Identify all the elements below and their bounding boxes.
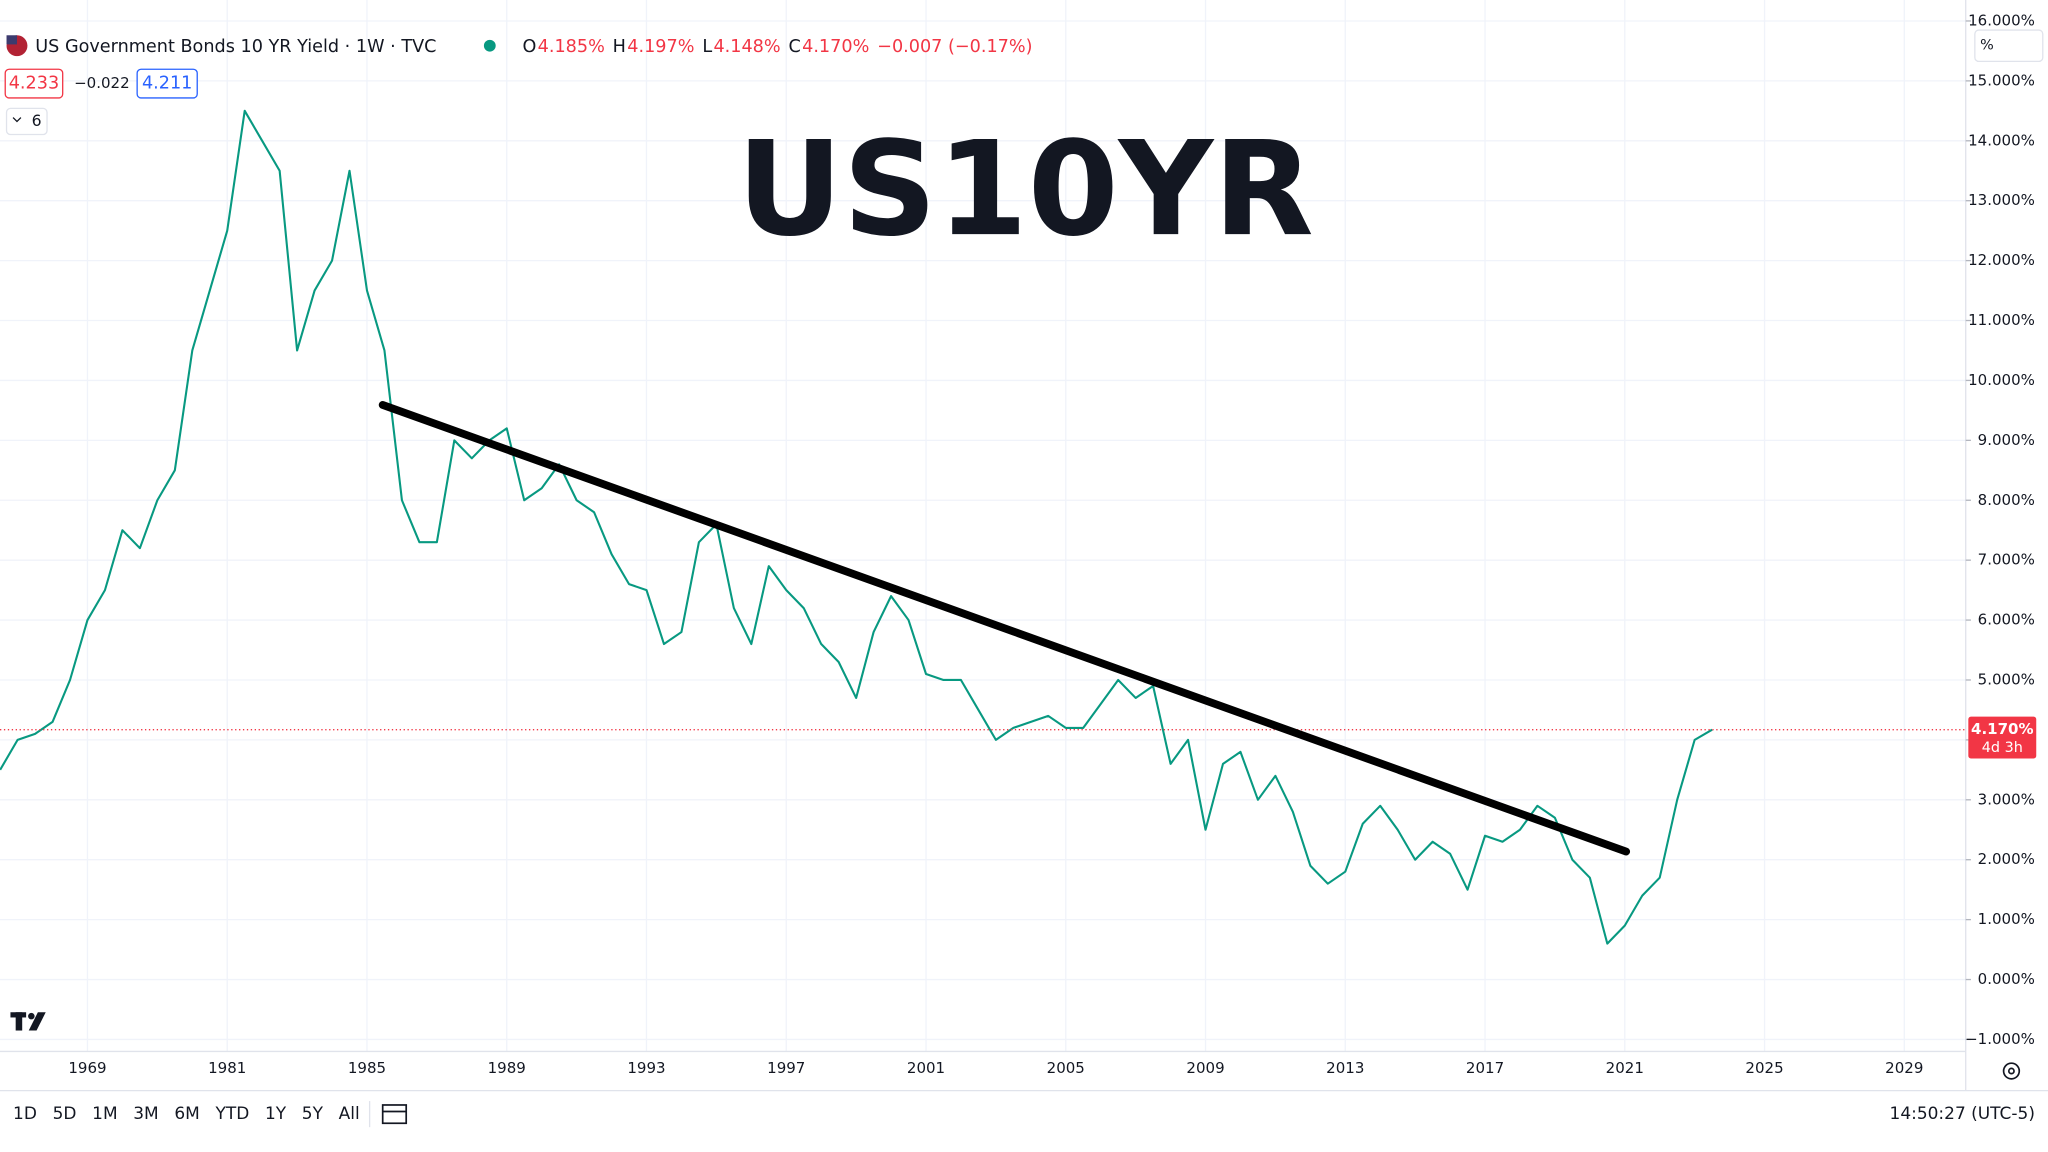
- bid-box[interactable]: [4, 68, 64, 99]
- x-tick-label: 1989: [488, 1059, 526, 1077]
- marks: [0, 109, 1966, 945]
- timeframe-button[interactable]: All: [339, 1104, 360, 1124]
- timeframe-button[interactable]: 3M: [133, 1104, 158, 1124]
- countdown: 4d 3h: [1982, 740, 2023, 756]
- ask: 4.211: [142, 74, 192, 94]
- y-tick-label: 13.000%: [1968, 191, 2035, 209]
- x-tick-label: 2009: [1186, 1059, 1224, 1077]
- x-tick-label: 1969: [68, 1059, 106, 1077]
- y-tick-label: 10.000%: [1968, 371, 2035, 389]
- timeframe-button[interactable]: 1M: [92, 1104, 117, 1124]
- ask-box[interactable]: [136, 68, 198, 99]
- y-tick-label: 5.000%: [1978, 670, 2035, 688]
- scale-mode-button[interactable]: [1974, 29, 2044, 63]
- indicators-toggle[interactable]: [5, 107, 48, 136]
- settings-icon[interactable]: [2002, 1062, 2021, 1080]
- x-tick-label: 2021: [1606, 1059, 1644, 1077]
- timeframe-button[interactable]: 6M: [174, 1104, 199, 1124]
- y-tick-label: 15.000%: [1968, 71, 2035, 89]
- y-tick-label: 11.000%: [1968, 311, 2035, 329]
- x-tick-label: 1985: [348, 1059, 386, 1077]
- timeframe-button[interactable]: YTD: [214, 1104, 249, 1124]
- timeframe-button[interactable]: 1D: [13, 1104, 37, 1124]
- trend-line[interactable]: [378, 400, 1631, 856]
- ohlc-value: 4.148%: [713, 37, 780, 57]
- y-tick-label: −1.000%: [1965, 1030, 2035, 1048]
- x-tick-label: 2013: [1326, 1059, 1364, 1077]
- x-tick-label: 2025: [1745, 1059, 1783, 1077]
- ohlc-key: C: [789, 37, 801, 57]
- y-tick-label: 16.000%: [1968, 11, 2035, 29]
- grid: [0, 0, 1966, 1052]
- scale-mode: %: [1980, 38, 1994, 54]
- series-line: [0, 109, 1713, 945]
- x-tick-label: 2001: [907, 1059, 945, 1077]
- timeframe-bar: 1D 5D 1M 3M 6M YTD 1Y 5Y All: [13, 1104, 360, 1124]
- x-tick-label: 2029: [1885, 1059, 1923, 1077]
- x-tick-label: 1981: [208, 1059, 246, 1077]
- ohlc-key: H: [613, 37, 626, 57]
- y-tick-label: 0.000%: [1978, 970, 2035, 988]
- y-tick-label: 7.000%: [1978, 551, 2035, 569]
- last-price-label: 4.170%: [1971, 720, 2034, 738]
- ohlc-value: 4.170%: [802, 37, 869, 57]
- timeframe-button[interactable]: 1Y: [265, 1104, 287, 1124]
- y-tick-label: 8.000%: [1978, 491, 2035, 509]
- timeframe-button[interactable]: 5Y: [302, 1104, 324, 1124]
- symbol-title: US Government Bonds 10 YR Yield · 1W · T…: [35, 37, 436, 57]
- y-tick-label: 9.000%: [1978, 431, 2035, 449]
- y-tick-label: 2.000%: [1978, 850, 2035, 868]
- flag-icon: [6, 35, 28, 57]
- x-tick-label: 2017: [1466, 1059, 1504, 1077]
- ohlc-value: 4.185%: [538, 37, 605, 57]
- x-tick-label: 2005: [1047, 1059, 1085, 1077]
- market-status: [483, 39, 496, 52]
- y-tick-label: 1.000%: [1978, 910, 2035, 928]
- compare-icon[interactable]: [381, 1104, 408, 1125]
- chevron: [12, 117, 22, 123]
- y-tick-label: 6.000%: [1978, 611, 2035, 629]
- overlay-title: US10YR: [737, 113, 1314, 265]
- timeframe-button[interactable]: 5D: [53, 1104, 77, 1124]
- ohlc-key: L: [702, 37, 712, 57]
- y-tick-label: 12.000%: [1968, 251, 2035, 269]
- bid: 4.233: [9, 74, 59, 94]
- x-tick-label: 1997: [767, 1059, 805, 1077]
- ohlc-legend: O 4.185% H 4.197% L 4.148% C 4.170%: [522, 37, 869, 57]
- ohlc-key: O: [522, 37, 536, 57]
- x-tick-label: 1993: [627, 1059, 665, 1077]
- clock: 14:50:27 (UTC-5): [1890, 1104, 2035, 1124]
- last-price-box: [1968, 716, 2037, 759]
- spread: −0.022: [74, 74, 130, 92]
- indicators-count: 6: [32, 111, 42, 130]
- y-tick-label: 3.000%: [1978, 790, 2035, 808]
- y-tick-label: 14.000%: [1968, 131, 2035, 149]
- ohlc-value: 4.197%: [627, 37, 694, 57]
- change: −0.007 (−0.17%): [877, 37, 1032, 57]
- tv-logo: [10, 1012, 46, 1031]
